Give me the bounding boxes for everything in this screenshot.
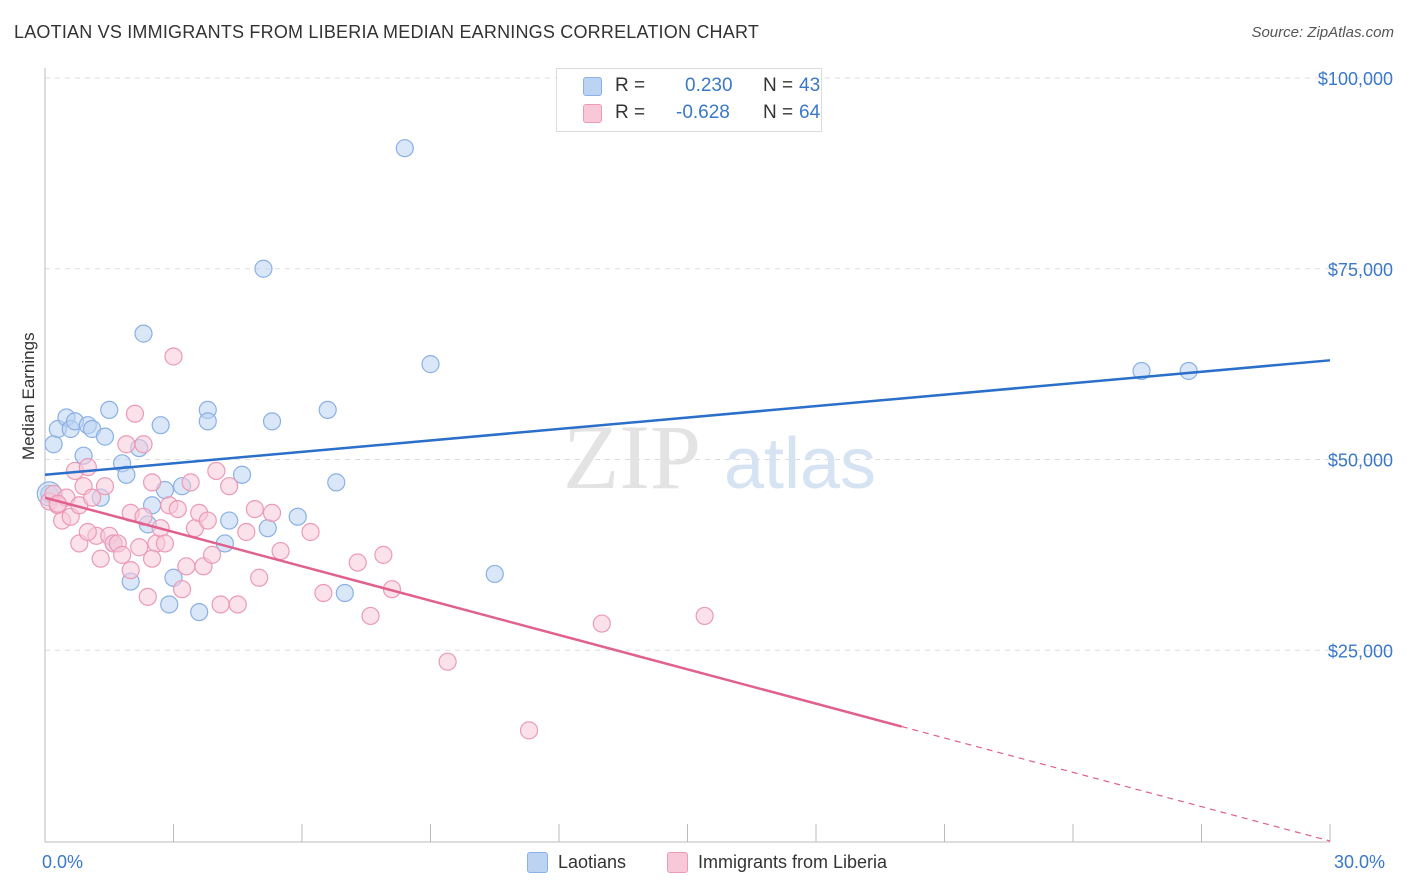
data-point-laotian bbox=[318, 400, 337, 420]
data-point-liberia bbox=[134, 435, 153, 454]
data-point-liberia bbox=[177, 557, 196, 576]
data-point-laotian bbox=[421, 355, 440, 374]
legend-label-laotians: Laotians bbox=[558, 852, 627, 872]
data-point-laotian bbox=[198, 412, 217, 431]
data-point-laotian bbox=[95, 427, 115, 446]
data-point-liberia bbox=[125, 404, 145, 423]
data-point-laotian bbox=[190, 602, 209, 622]
data-point-liberia bbox=[361, 606, 380, 626]
data-point-laotian bbox=[100, 400, 119, 420]
data-point-liberia bbox=[78, 458, 97, 477]
data-point-liberia bbox=[78, 522, 97, 542]
data-point-liberia bbox=[121, 561, 140, 580]
data-point-liberia bbox=[237, 522, 256, 542]
y-tick-labels: $25,000 $50,000 $75,000 $100,000 bbox=[1318, 69, 1393, 661]
y-tick-label: $50,000 bbox=[1328, 451, 1393, 471]
legend-r-value: 0.230 bbox=[685, 75, 733, 96]
data-point-laotian bbox=[254, 259, 273, 278]
trend-line-liberia-extension bbox=[901, 725, 1331, 842]
data-point-laotian bbox=[335, 583, 354, 603]
legend-n-value: 64 bbox=[799, 102, 821, 123]
trend-lines bbox=[44, 359, 1331, 842]
y-axis-label: Median Earnings bbox=[19, 332, 38, 460]
legend-n-value: 43 bbox=[799, 75, 821, 96]
data-point-liberia bbox=[592, 614, 611, 633]
data-point-laotian bbox=[1132, 361, 1151, 381]
legend-item-liberia[interactable]: Immigrants from Liberia bbox=[667, 852, 887, 873]
legend-r-value: -0.628 bbox=[676, 102, 730, 123]
trend-line-laotians bbox=[44, 359, 1331, 477]
data-point-liberia bbox=[438, 652, 457, 671]
data-point-liberia bbox=[164, 347, 183, 366]
data-point-liberia bbox=[142, 473, 162, 492]
legend-r-label: R = bbox=[615, 102, 646, 123]
watermark: ZIP atlas bbox=[563, 406, 876, 508]
y-tick-label: $25,000 bbox=[1328, 641, 1393, 661]
data-point-laotian bbox=[151, 416, 170, 435]
series-liberia-points bbox=[40, 347, 714, 740]
data-point-liberia bbox=[211, 595, 230, 614]
data-point-liberia bbox=[271, 541, 290, 561]
data-point-laotian bbox=[160, 595, 179, 614]
data-point-laotian bbox=[327, 473, 346, 492]
legend-label-liberia: Immigrants from Liberia bbox=[698, 852, 888, 872]
data-point-liberia bbox=[220, 477, 239, 496]
chart-title: LAOTIAN VS IMMIGRANTS FROM LIBERIA MEDIA… bbox=[14, 22, 760, 42]
x-tick-right: 30.0% bbox=[1334, 852, 1386, 872]
data-point-liberia bbox=[695, 606, 714, 626]
data-point-laotian bbox=[262, 412, 282, 431]
data-point-liberia bbox=[301, 522, 320, 542]
data-point-liberia bbox=[83, 488, 102, 507]
data-point-liberia bbox=[181, 473, 200, 492]
data-point-liberia bbox=[130, 538, 149, 557]
data-point-liberia bbox=[374, 545, 393, 564]
data-point-liberia bbox=[117, 435, 136, 454]
legend-r-label: R = bbox=[615, 75, 646, 96]
data-point-liberia bbox=[112, 545, 132, 564]
source-label: Source: ZipAtlas.com bbox=[1251, 24, 1394, 41]
data-point-laotian bbox=[485, 564, 504, 584]
data-point-liberia bbox=[155, 534, 175, 553]
legend-swatch-blue bbox=[527, 852, 548, 873]
data-point-laotian bbox=[220, 511, 239, 530]
legend-item-laotians[interactable]: Laotians bbox=[527, 852, 626, 873]
legend-swatch-pink bbox=[667, 852, 688, 873]
data-point-liberia bbox=[207, 461, 226, 481]
data-point-laotian bbox=[288, 507, 307, 526]
watermark-atlas: atlas bbox=[724, 424, 876, 504]
legend-swatch-blue bbox=[583, 77, 602, 96]
x-tick-left: 0.0% bbox=[42, 852, 84, 872]
data-point-liberia bbox=[138, 587, 157, 606]
data-point-liberia bbox=[142, 549, 162, 568]
legend-n-label: N = bbox=[763, 102, 794, 123]
data-point-liberia bbox=[262, 503, 282, 523]
correlation-legend: R = 0.230 N = 43 R = -0.628 N = 64 bbox=[556, 68, 822, 132]
axes bbox=[44, 68, 1331, 843]
data-point-laotian bbox=[395, 139, 414, 158]
data-point-liberia bbox=[95, 477, 115, 496]
data-point-liberia bbox=[519, 721, 539, 740]
data-point-liberia bbox=[172, 580, 192, 599]
data-point-laotian bbox=[258, 519, 277, 538]
data-point-liberia bbox=[245, 499, 264, 519]
y-tick-label: $75,000 bbox=[1328, 260, 1393, 280]
data-point-liberia bbox=[168, 499, 187, 519]
data-point-liberia bbox=[91, 549, 110, 568]
y-tick-label: $100,000 bbox=[1318, 69, 1393, 89]
trend-line-liberia bbox=[44, 496, 902, 728]
data-point-laotian bbox=[134, 324, 153, 343]
data-point-liberia bbox=[202, 545, 222, 564]
data-point-liberia bbox=[314, 583, 333, 603]
data-point-liberia bbox=[250, 568, 269, 587]
data-point-laotian bbox=[1179, 361, 1198, 381]
legend-swatch-pink bbox=[583, 104, 602, 123]
data-point-laotian bbox=[232, 465, 252, 484]
legend-n-label: N = bbox=[763, 75, 794, 96]
data-point-liberia bbox=[198, 511, 217, 530]
data-point-liberia bbox=[348, 553, 367, 572]
data-point-laotian bbox=[44, 435, 63, 454]
data-point-liberia bbox=[228, 595, 247, 614]
